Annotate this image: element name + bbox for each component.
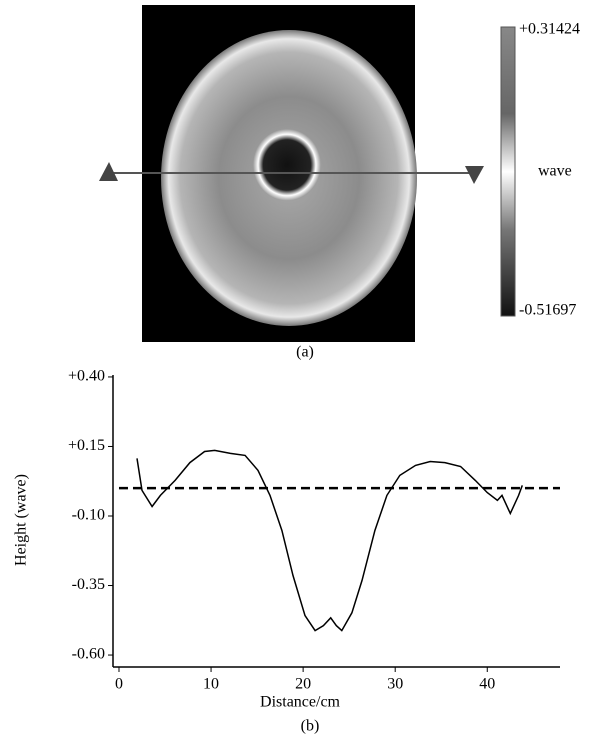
colorbar-min-label: -0.51697 — [519, 302, 576, 319]
x-tick-label: 40 — [479, 676, 495, 693]
colorbar-label: wave — [538, 163, 572, 180]
colorbar-max-label: +0.31424 — [519, 21, 580, 38]
y-tick-label: -0.35 — [72, 576, 105, 593]
center-hole — [253, 129, 321, 201]
panel-caption: (a) — [296, 344, 314, 361]
y-tick-label: +0.15 — [68, 437, 105, 454]
x-tick-label: 0 — [115, 676, 123, 693]
y-tick-label: -0.60 — [72, 646, 105, 663]
profile-start-marker — [99, 162, 118, 181]
x-axis-label: Distance/cm — [260, 694, 341, 711]
x-tick-label: 20 — [295, 676, 311, 693]
profile-end-marker — [465, 166, 484, 184]
panel-caption: (b) — [301, 718, 320, 735]
y-tick-label: +0.40 — [68, 368, 105, 385]
y-axis-label: Height (wave) — [13, 474, 30, 566]
colorbar — [500, 26, 516, 317]
y-tick-label: -0.10 — [72, 507, 105, 524]
interferogram — [99, 5, 484, 342]
x-tick-label: 30 — [387, 676, 403, 693]
x-tick-label: 10 — [203, 676, 219, 693]
profile-line — [136, 449, 524, 632]
